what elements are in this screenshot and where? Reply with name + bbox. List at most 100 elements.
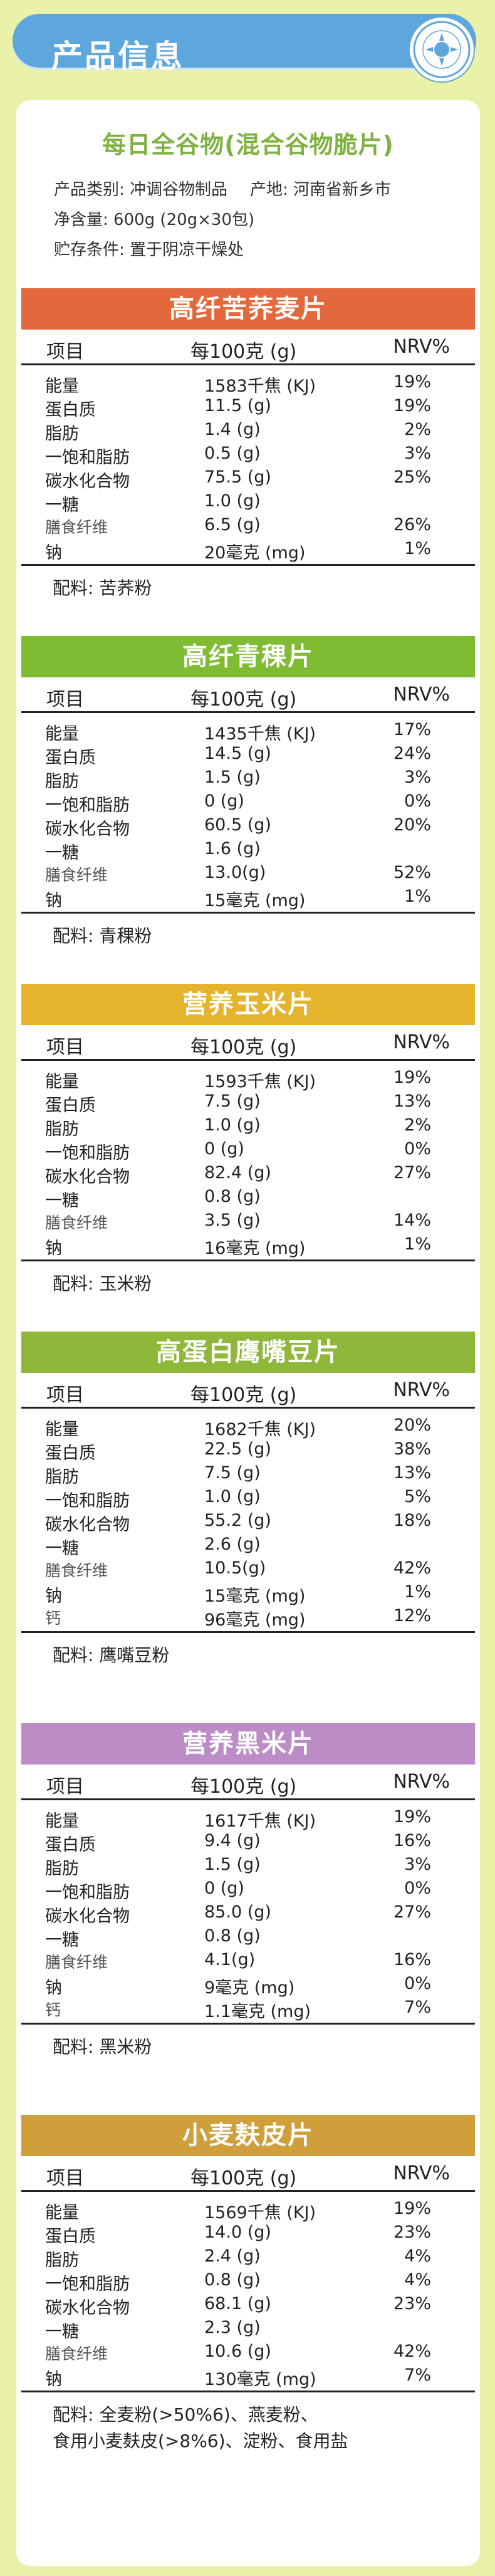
nutrient-name: 蛋白质 (45, 2227, 96, 2246)
nutrient-nrv: 42% (393, 1558, 431, 1578)
table-divider (21, 2023, 475, 2025)
nutrient-value: 0.8 (g) (204, 2270, 261, 2290)
nutrient-value: 0 (g) (204, 1879, 244, 1898)
table-header-nrv: NRV% (393, 336, 450, 358)
ingredients: 配料: 苦荞粉 (53, 578, 152, 598)
brand-badge-icon (410, 18, 474, 81)
table-row: 脂肪 1.4 (g) 2% (21, 417, 475, 444)
nutrient-value: 60.5 (g) (204, 815, 271, 835)
nutrient-value: 1583千焦 (KJ) (204, 377, 316, 396)
nutrient-nrv: 38% (393, 1439, 431, 1459)
table-header-per100: 每100克 (g) (190, 2167, 297, 2189)
nutrient-name: 一饱和脂肪 (45, 796, 130, 815)
table-row: 蛋白质 9.4 (g) 16% (21, 1828, 475, 1855)
table-row: 钙 96毫克 (mg) 12% (21, 1603, 475, 1630)
nutrient-value: 0 (g) (204, 1139, 244, 1159)
nutrient-value: 15毫克 (mg) (204, 1587, 306, 1606)
table-row: 钠 130毫克 (mg) 7% (21, 2363, 475, 2389)
ingredients: 配料: 黑米粉 (53, 2036, 152, 2057)
nutrient-nrv: 13% (393, 1092, 431, 1111)
table-header-item: 项目 (46, 1036, 84, 1058)
nutrient-nrv: 0% (404, 1139, 431, 1159)
table-row: 碳水化合物 68.1 (g) 23% (21, 2292, 475, 2318)
table-row: 一饱和脂肪 0 (g) 0% (21, 1137, 475, 1163)
nutrient-nrv: 1% (404, 539, 431, 558)
ingredients: 配料: 全麦粉(>50%6)、燕麦粉、 食用小麦麸皮(>8%6)、淀粉、食用盐 (53, 2404, 348, 2451)
table-row: 蛋白质 22.5 (g) 38% (21, 1437, 475, 1463)
nutrient-nrv: 0% (404, 1879, 431, 1898)
nutrient-value: 13.0(g) (204, 863, 266, 882)
nutrient-nrv: 23% (393, 2223, 431, 2242)
nutrient-name: 能量 (45, 1072, 79, 1092)
nutrient-name: 脂肪 (45, 1859, 79, 1879)
nutrient-name: 碳水化合物 (45, 1167, 130, 1187)
table-row: 能量 1617千焦 (KJ) 19% (21, 1805, 475, 1831)
nutrient-nrv: 26% (393, 515, 431, 534)
table-row: 膳食纤维 10.6 (g) 42% (21, 2339, 475, 2363)
nutrient-name: 蛋白质 (45, 1835, 96, 1855)
nutrient-name: 脂肪 (45, 1120, 79, 1139)
nutrient-value: 3.5 (g) (204, 1211, 261, 1230)
table-row: 能量 1682千焦 (KJ) 20% (21, 1413, 475, 1439)
table-row: 碳水化合物 82.4 (g) 27% (21, 1160, 475, 1187)
ingredients: 配料: 鹰嘴豆粉 (53, 1645, 170, 1666)
nutrient-value: 14.0 (g) (204, 2223, 271, 2242)
nutrient-name: 蛋白质 (45, 748, 96, 768)
nutrient-value: 10.5(g) (204, 1558, 266, 1578)
nutrient-value: 1.1毫克 (mg) (204, 2002, 311, 2021)
nutrient-name: 一糖 (45, 2322, 79, 2342)
nutrient-value: 16毫克 (mg) (204, 1239, 306, 1258)
nutrient-value: 1.0 (g) (204, 491, 261, 511)
nutrient-name: 钠 (45, 891, 62, 910)
table-row: 脂肪 7.5 (g) 13% (21, 1461, 475, 1487)
section-title: 高纤苦荞麦片 (21, 288, 475, 330)
table-header: 项目 每100克 (g) NRV% (21, 2156, 475, 2192)
nutrient-name: 一饱和脂肪 (45, 1883, 130, 1902)
table-row: 膳食纤维 3.5 (g) 14% (21, 1208, 475, 1232)
nutrient-name: 蛋白质 (45, 1444, 96, 1463)
nutrient-value: 130毫克 (mg) (204, 2370, 316, 2389)
nutrient-nrv: 20% (393, 1416, 431, 1435)
table-row: 一饱和脂肪 0.8 (g) 4% (21, 2268, 475, 2294)
nutrient-name: 碳水化合物 (45, 2298, 130, 2318)
nutrient-value: 1.6 (g) (204, 839, 261, 858)
section-title: 营养黑米片 (21, 1723, 475, 1765)
nutrient-nrv: 0% (404, 791, 431, 811)
nutrient-name: 钠 (45, 543, 62, 563)
nutrient-name: 膳食纤维 (45, 518, 108, 536)
nutrient-name: 能量 (45, 377, 79, 396)
nutrient-value: 1569千焦 (KJ) (204, 2203, 316, 2223)
table-row: 钠 20毫克 (mg) 1% (21, 536, 475, 563)
nutrient-name: 蛋白质 (45, 400, 96, 420)
nutrient-name: 膳食纤维 (45, 1562, 108, 1580)
nutrient-nrv: 2% (404, 1115, 431, 1135)
nutrient-value: 0.8 (g) (204, 1926, 261, 1946)
nutrient-nrv: 52% (393, 863, 431, 882)
table-header-item: 项目 (46, 689, 84, 711)
table-row: 脂肪 1.5 (g) 3% (21, 765, 475, 791)
table-header-nrv: NRV% (393, 2162, 450, 2184)
nutrient-name: 钠 (45, 2370, 62, 2389)
nutrient-nrv: 17% (393, 720, 431, 739)
nutrient-value: 2.6 (g) (204, 1535, 261, 1554)
nutrient-name: 脂肪 (45, 1468, 79, 1487)
table-row: 一糖 0.8 (g) (21, 1184, 475, 1211)
nutrient-value: 96毫克 (mg) (204, 1610, 306, 1630)
nutrient-value: 55.2 (g) (204, 1511, 271, 1530)
product-storage: 贮存条件: 置于阴凉干燥处 (54, 241, 244, 259)
nutrient-name: 钠 (45, 1239, 62, 1258)
table-row: 蛋白质 14.0 (g) 23% (21, 2220, 475, 2246)
nutrient-nrv: 16% (393, 1831, 431, 1850)
nutrient-nrv: 12% (393, 1606, 431, 1625)
nutrient-name: 膳食纤维 (45, 866, 108, 884)
nutrient-nrv: 24% (393, 744, 431, 763)
nutrient-name: 能量 (45, 1812, 79, 1831)
nutrient-nrv: 18% (393, 1511, 431, 1530)
product-category: 产品类别: 冲调谷物制品 (54, 180, 228, 199)
nutrient-value: 1682千焦 (KJ) (204, 1420, 316, 1439)
nutrient-name: 一饱和脂肪 (45, 2275, 130, 2294)
nutrient-value: 85.0 (g) (204, 1902, 271, 1922)
table-header: 项目 每100克 (g) NRV% (21, 1025, 475, 1061)
nutrient-name: 钙 (45, 1609, 61, 1627)
nutrient-nrv: 1% (404, 1582, 431, 1602)
